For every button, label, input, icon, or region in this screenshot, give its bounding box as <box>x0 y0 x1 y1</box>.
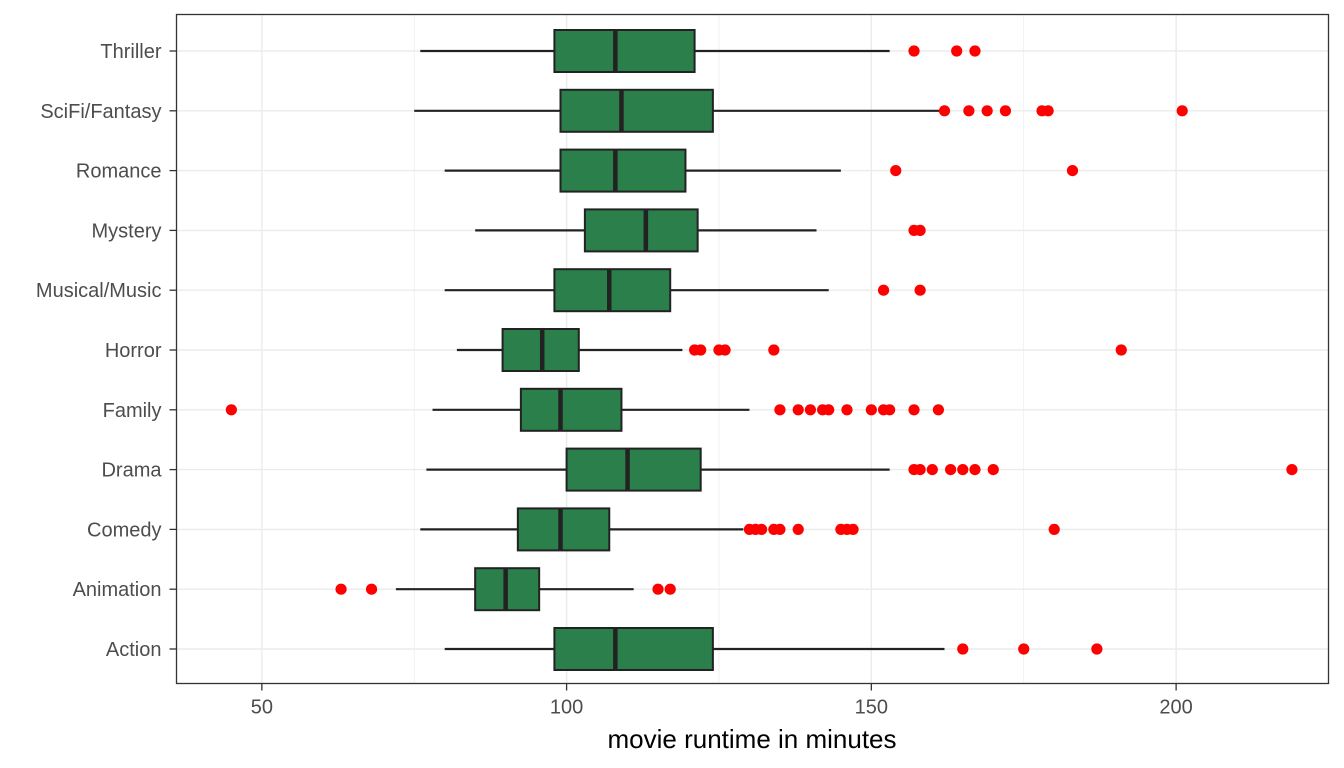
outlier-point <box>926 464 938 476</box>
x-tick-label: 200 <box>1159 697 1192 719</box>
outlier-point <box>890 165 902 177</box>
iqr-box <box>553 29 696 73</box>
iqr-box <box>516 507 611 552</box>
outlier-point <box>1066 165 1079 177</box>
iqr-box <box>583 208 699 253</box>
outlier-point <box>969 464 981 476</box>
outlier-point <box>823 404 835 416</box>
iqr-box <box>565 447 702 492</box>
outlier-layer <box>225 45 1298 655</box>
outlier-point <box>695 344 707 356</box>
iqr-box <box>559 148 687 193</box>
outlier-point <box>1018 643 1030 655</box>
y-tick-label: Horror <box>105 340 162 362</box>
box-drama <box>426 447 890 492</box>
iqr-box <box>519 387 623 432</box>
outlier-point <box>908 404 920 416</box>
outlier-point <box>908 45 920 57</box>
outlier-point <box>914 464 926 476</box>
outlier-point <box>664 583 676 595</box>
box-romance <box>444 148 841 193</box>
box-musical-music <box>444 268 829 313</box>
grid-layer <box>176 14 1329 684</box>
outlier-point <box>877 284 890 296</box>
box-family <box>432 387 750 432</box>
y-tick-label: Mystery <box>92 220 162 242</box>
y-tick-label: Action <box>106 639 162 661</box>
outlier-point <box>774 523 786 536</box>
outlier-point <box>756 523 768 536</box>
x-tick-label: 100 <box>550 697 583 719</box>
outlier-point <box>719 344 731 356</box>
outlier-point <box>652 583 664 595</box>
outlier-point <box>914 284 926 296</box>
y-tick-label: SciFi/Fantasy <box>40 101 161 123</box>
outlier-point <box>987 464 999 476</box>
y-tick-label: Thriller <box>100 41 161 63</box>
outlier-point <box>847 523 859 536</box>
outlier-point <box>938 105 951 117</box>
panel-border <box>175 13 1330 685</box>
outlier-point <box>884 404 896 416</box>
outlier-point <box>951 45 963 57</box>
box-mystery <box>475 208 817 253</box>
outlier-point <box>944 464 957 476</box>
outlier-point <box>932 404 945 416</box>
outlier-point <box>774 404 786 416</box>
outlier-point <box>1176 105 1188 117</box>
outlier-point <box>1091 643 1103 655</box>
outlier-point <box>981 105 993 117</box>
outlier-point <box>1115 344 1127 356</box>
y-tick-label: Comedy <box>87 519 161 541</box>
outlier-point <box>841 404 853 416</box>
box-scifi-fantasy <box>414 88 945 133</box>
x-tick-label: 50 <box>251 697 273 719</box>
y-tick-label: Drama <box>101 460 162 482</box>
outlier-point <box>335 583 347 595</box>
outlier-point <box>957 464 969 476</box>
iqr-box <box>553 627 714 671</box>
outlier-point <box>792 404 804 416</box>
outlier-point <box>914 224 926 236</box>
outlier-point <box>1042 105 1054 117</box>
iqr-box <box>559 88 714 133</box>
outlier-point <box>963 105 975 117</box>
axis-layer: Action Animation Comedy Drama Family Horror Mu… <box>36 41 1193 719</box>
iqr-box <box>553 268 672 313</box>
outlier-point <box>957 643 969 655</box>
outlier-point <box>225 404 237 416</box>
y-tick-label: Musical/Music <box>36 280 162 302</box>
box-comedy <box>420 507 744 552</box>
outlier-point <box>792 523 804 536</box>
outlier-point <box>768 344 780 356</box>
outlier-point <box>804 404 817 416</box>
box-thriller <box>420 29 890 73</box>
y-tick-label: Family <box>103 400 162 422</box>
box-horror <box>456 328 683 372</box>
outlier-point <box>969 45 981 57</box>
outlier-point <box>865 404 877 416</box>
outlier-point <box>1286 464 1298 476</box>
x-axis-title: movie runtime in minutes <box>608 724 897 754</box>
outlier-point <box>999 105 1012 117</box>
box-animation <box>395 567 634 612</box>
box-action <box>444 627 945 671</box>
y-tick-label: Animation <box>73 579 162 601</box>
outlier-point <box>365 583 378 595</box>
box-layer <box>395 29 945 671</box>
x-tick-label: 150 <box>855 697 888 719</box>
y-tick-label: Romance <box>76 161 162 183</box>
outlier-point <box>1048 523 1060 536</box>
